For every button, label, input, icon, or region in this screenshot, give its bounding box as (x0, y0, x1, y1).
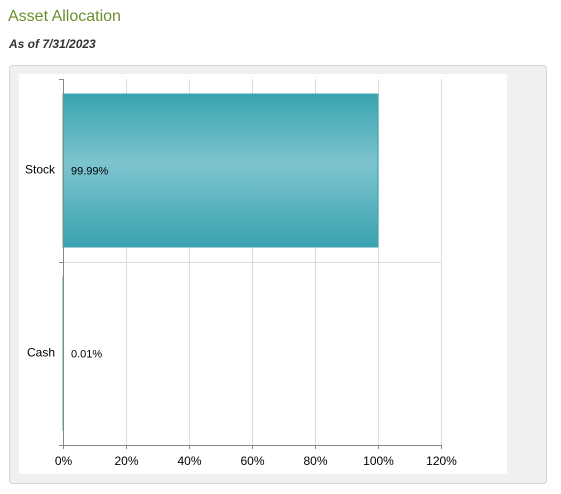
y-tick-label: Stock (25, 163, 56, 177)
y-tick-label: Cash (27, 346, 55, 360)
x-tick-label: 100% (363, 454, 394, 468)
chart-title: Asset Allocation (8, 8, 121, 25)
chart-subtitle: As of 7/31/2023 (8, 37, 96, 51)
data-label: 0.01% (71, 348, 102, 360)
x-tick-label: 120% (426, 454, 457, 468)
x-tick-label: 40% (177, 454, 201, 468)
bar (62, 93, 379, 248)
x-tick-label: 20% (114, 454, 138, 468)
x-tick-label: 0% (55, 454, 73, 468)
data-label: 99.99% (71, 165, 109, 177)
x-tick-label: 80% (303, 454, 327, 468)
x-tick-label: 60% (240, 454, 264, 468)
